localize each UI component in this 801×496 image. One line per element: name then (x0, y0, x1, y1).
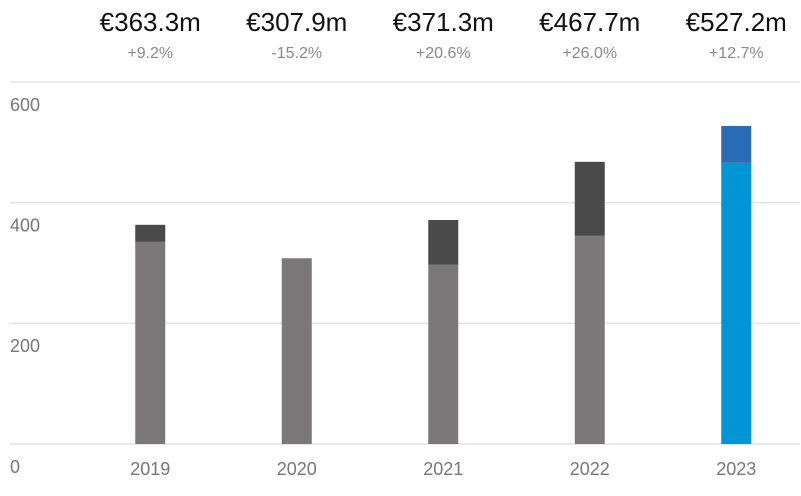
y-tick-label: 200 (10, 336, 40, 356)
bar-segment (574, 161, 605, 236)
bar-segment (721, 162, 752, 444)
bar-segment (574, 235, 605, 444)
total-label: €527.2m (686, 7, 787, 37)
change-label: +26.0% (562, 45, 617, 62)
change-label: +12.7% (709, 45, 764, 62)
change-label: +20.6% (416, 45, 471, 62)
bar-segment (135, 224, 166, 242)
change-label: -15.2% (271, 45, 322, 62)
total-label: €363.3m (100, 7, 201, 37)
x-tick-label: 2023 (716, 459, 756, 479)
total-label: €371.3m (393, 7, 494, 37)
bar-segment (721, 125, 752, 163)
x-tick-label: 2022 (570, 459, 610, 479)
bar-segment (135, 241, 166, 444)
x-tick-label: 2021 (423, 459, 463, 479)
y-tick-label: 400 (10, 215, 40, 235)
y-tick-label: 0 (10, 457, 20, 477)
total-label: €307.9m (246, 7, 347, 37)
bar-segment (281, 258, 312, 444)
bar-segment (428, 219, 459, 265)
total-label: €467.7m (539, 7, 640, 37)
y-tick-label: 600 (10, 95, 40, 115)
x-tick-label: 2020 (277, 459, 317, 479)
x-tick-label: 2019 (130, 459, 170, 479)
change-label: +9.2% (127, 45, 173, 62)
bar-segment (428, 264, 459, 444)
